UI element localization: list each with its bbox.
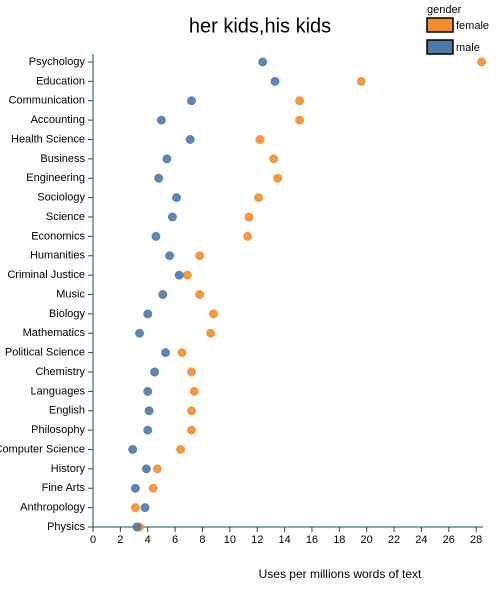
dot [206,328,216,338]
x-tick-label: 12 [251,534,263,546]
y-tick-label: Languages [31,385,86,397]
x-tick-label: 0 [90,534,96,546]
dot [269,154,279,164]
y-tick-label: Anthropology [20,502,85,514]
y-tick-label: Fine Arts [42,482,86,494]
y-tick-label: Education [36,75,85,87]
dot [174,270,184,280]
dot [161,348,171,358]
dot [152,464,162,474]
x-tick-label: 8 [199,534,205,546]
y-tick-label: Accounting [31,114,85,126]
dot [143,386,153,396]
x-tick-label: 18 [333,534,345,546]
dot [195,251,205,261]
legend-title: gender [427,4,462,16]
x-tick-label: 16 [306,534,318,546]
x-tick-label: 2 [117,534,123,546]
x-tick-label: 24 [415,534,427,546]
y-tick-label: Science [46,211,85,223]
dot [132,522,142,532]
y-tick-label: Health Science [11,133,85,145]
dot [165,251,175,261]
y-tick-label: Computer Science [0,443,85,455]
y-tick-label: Chemistry [35,366,85,378]
x-tick-label: 26 [443,534,455,546]
dot [356,76,366,86]
y-tick-label: Psychology [29,56,86,68]
dot [187,96,197,106]
dot [195,290,205,299]
dot [130,503,140,513]
x-tick-label: 6 [172,534,178,546]
dot [128,445,138,454]
y-tick-label: Economics [31,230,85,242]
dot [143,309,153,319]
y-tick-label: Mathematics [23,327,86,339]
dot [185,135,195,144]
y-tick-label: Criminal Justice [7,269,85,281]
dot [255,135,265,144]
chart-title: her kids,his kids [189,15,331,37]
dot [158,290,168,299]
dot [140,503,150,513]
dot [187,406,197,416]
dot [270,76,280,86]
dot [187,367,197,377]
dot [176,445,186,454]
y-tick-label: Music [56,288,85,300]
y-tick-label: History [51,463,86,475]
dot [167,212,177,222]
dot [477,57,487,67]
dot [156,115,166,125]
dot [258,57,268,67]
x-axis-label: Uses per millions words of text [259,567,422,581]
y-tick-label: Sociology [37,192,85,204]
legend-label: male [456,42,480,54]
y-tick-label: Biology [49,308,86,320]
dot [273,173,283,183]
dot [143,425,153,435]
dot [187,425,197,435]
x-tick-label: 4 [145,534,151,546]
dot [148,483,158,493]
x-tick-label: 14 [278,534,290,546]
x-tick-label: 28 [470,534,482,546]
dot [208,309,218,319]
x-tick-label: 20 [361,534,373,546]
x-tick-label: 22 [388,534,400,546]
x-tick-label: 10 [224,534,236,546]
dot [162,154,172,164]
dot [151,231,161,241]
dot [135,328,145,338]
dot [177,348,187,358]
dot [244,212,254,222]
dot [130,483,140,493]
y-tick-label: English [49,405,85,417]
y-tick-label: Physics [47,521,85,533]
dot [295,96,305,106]
dot [243,231,253,241]
dot [189,386,199,396]
dot [254,193,264,203]
legend-swatch [426,39,454,55]
y-tick-label: Business [40,153,85,165]
dot [182,270,192,280]
dot [171,193,181,203]
y-tick-label: Engineering [26,172,85,184]
y-tick-label: Humanities [30,250,86,262]
legend-swatch [426,17,454,33]
dot [295,115,305,125]
dot [144,406,154,416]
dot [141,464,151,474]
y-tick-label: Communication [9,95,85,107]
y-tick-label: Philosophy [31,424,85,436]
dot [154,173,164,183]
dot [150,367,160,377]
legend-label: female [456,20,489,32]
y-tick-label: Political Science [5,347,85,359]
